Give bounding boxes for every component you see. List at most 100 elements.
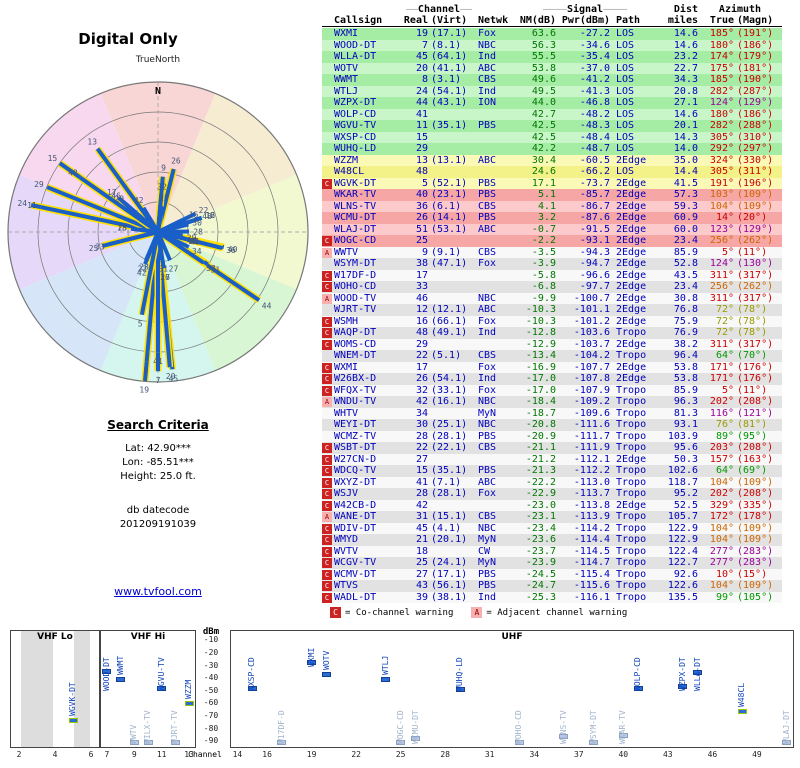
network	[476, 454, 514, 466]
virtual-channel: (14.1)	[431, 212, 468, 223]
spoke-channel-label: 28	[139, 263, 149, 272]
network: ABC	[478, 304, 497, 315]
network: CW	[478, 545, 491, 557]
tvfool-link[interactable]: www.tvfool.com	[114, 585, 202, 598]
spoke-channel-label: 22	[199, 206, 209, 215]
real-channel: 27	[415, 568, 428, 580]
noise-margin: -23.6	[525, 534, 556, 545]
compass-sector	[100, 81, 216, 233]
co-channel-warning-icon: C	[330, 607, 341, 618]
real-channel: 33	[415, 281, 428, 292]
col-header-callsign: Callsign	[334, 15, 383, 26]
path-type: 2Edge	[616, 499, 647, 511]
virtual-channel: (24.1)	[431, 557, 468, 568]
distance-miles: 95.2	[673, 488, 698, 499]
co-channel-warning-icon: C	[322, 339, 332, 350]
path-type: LOS	[616, 85, 635, 97]
adjacent-channel-warning-icon: A	[322, 512, 332, 522]
network: MyN	[478, 534, 497, 545]
callsign: WFQX-TV	[334, 384, 377, 396]
path-type: Tropo	[616, 327, 647, 338]
azimuth-magnetic: (311°)	[737, 166, 774, 177]
path-type: Tropo	[616, 350, 647, 361]
azimuth-true: 124°	[709, 97, 734, 108]
network	[476, 235, 514, 247]
virtual-channel	[428, 339, 476, 351]
signal-group-header: ————Signal————	[514, 4, 656, 15]
table-row: A WANE-DT 31 (15.1) CBS -23.1 -113.9 Tropo 105.7…	[322, 511, 782, 523]
dash: ——	[460, 4, 473, 15]
virtual-channel	[428, 109, 476, 121]
callsign: WUHQ-LD	[334, 143, 377, 154]
spoke-channel-label: 21	[188, 237, 198, 246]
noise-margin: -23.0	[525, 499, 556, 511]
azimuth-true: 157°	[709, 453, 734, 465]
signal-bar	[129, 739, 139, 745]
channel-tick-label: 16	[262, 750, 272, 759]
azimuth-magnetic: (208°)	[737, 442, 774, 453]
station-label: WOLP-CD	[633, 657, 643, 691]
spacer	[322, 15, 334, 26]
noise-margin: -22.9	[525, 488, 556, 499]
azimuth-true: 64°	[715, 350, 734, 361]
azimuth-true: 104°	[709, 534, 734, 545]
azimuth-true: 174°	[709, 51, 734, 62]
callsign: WOOD-TV	[334, 292, 377, 304]
azimuth-magnetic: (105°)	[737, 591, 774, 603]
noise-margin: -17.0	[525, 384, 556, 396]
virtual-channel: (47.1)	[431, 258, 468, 269]
noise-margin: 42.5	[531, 131, 556, 143]
real-channel: 22	[415, 350, 428, 361]
path-type: LOS	[616, 28, 635, 39]
dbm-tick-label: -80	[203, 723, 219, 733]
azimuth-true: 14°	[715, 212, 734, 223]
station-label: WGVK-DT	[68, 682, 77, 717]
table-row: WXMI 19 (17.1) Fox 63.6 -27.2 LOS 14.6 185° (191°…	[322, 28, 782, 40]
noise-margin: -9.9	[531, 292, 556, 304]
real-channel: 32	[415, 384, 428, 396]
station-label: WGVU-TV	[156, 657, 166, 691]
azimuth-magnetic: (11°)	[737, 384, 768, 396]
warning-marker-cell	[322, 258, 334, 270]
callsign: WWTV	[334, 246, 359, 258]
azimuth-magnetic: (283°)	[737, 557, 774, 568]
virtual-channel: (25.1)	[431, 419, 468, 430]
signal-bar	[277, 739, 287, 745]
distance-miles: 93.1	[673, 419, 698, 430]
callsign: WZZM	[334, 154, 359, 166]
warning-marker-cell: C	[322, 523, 334, 535]
virtual-channel	[428, 143, 476, 155]
callsign: WXMI	[334, 28, 359, 39]
distance-miles: 60.9	[673, 212, 698, 223]
azimuth-magnetic: (208°)	[737, 488, 774, 499]
noise-margin: 55.5	[531, 51, 556, 62]
real-channel: 5	[421, 177, 428, 189]
azimuth-magnetic: (330°)	[737, 154, 774, 166]
noise-margin: 4.1	[537, 200, 556, 212]
azimuth-true: 172°	[709, 511, 734, 522]
channel-tick-label: 14	[232, 750, 243, 759]
signal-power: -111.6	[573, 419, 610, 430]
station-label: WWMT	[115, 655, 125, 676]
signal-power: -112.2	[573, 465, 610, 476]
distance-miles: 52.5	[673, 499, 698, 511]
noise-margin: -23.7	[525, 545, 556, 557]
co-channel-warning-icon: C	[322, 466, 332, 476]
spacer	[476, 4, 514, 15]
azimuth-true: 256°	[709, 281, 734, 292]
virtual-channel: (35.1)	[431, 465, 468, 476]
signal-bar	[514, 739, 524, 745]
table-row: WOOD-DT 7 (8.1) NBC 56.3 -34.6 LOS 14.6 180° (186…	[322, 39, 782, 51]
table-row: WOLP-CD 41 42.7 -48.2 LOS 14.6 180° (186°)	[322, 108, 782, 121]
callsign: WKAR-TV	[334, 189, 377, 200]
azimuth-true: 89°	[715, 430, 734, 442]
azimuth-true: 104°	[709, 476, 734, 488]
network: ABC	[478, 154, 497, 166]
table-row: WTLJ 24 (54.1) Ind 49.5 -41.3 LOS 20.8 282° (287°…	[322, 85, 782, 97]
callsign: WANE-DT	[334, 511, 377, 522]
signal-power: -48.4	[579, 131, 610, 143]
signal-power: -46.8	[579, 97, 610, 108]
real-channel: 39	[415, 591, 428, 603]
real-channel: 21	[415, 534, 428, 545]
path-type: Tropo	[616, 384, 647, 396]
